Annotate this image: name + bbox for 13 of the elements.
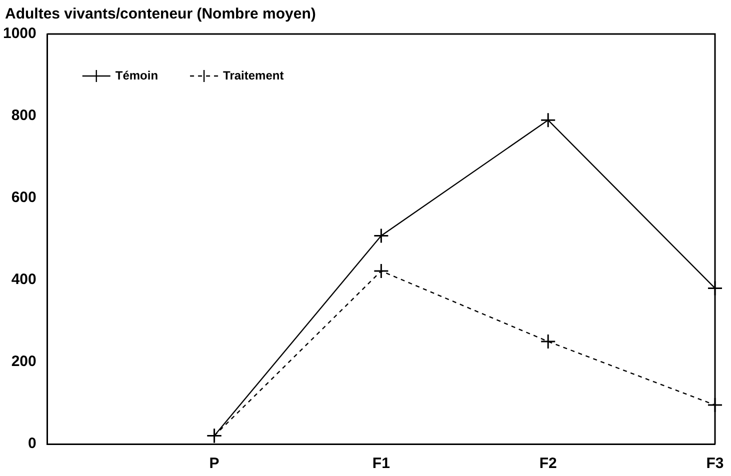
x-tick-label: F3 (706, 455, 724, 472)
y-axis-title: Adultes vivants/conteneur (Nombre moyen) (5, 6, 316, 23)
x-tick-label: P (209, 455, 220, 472)
y-tick-label: 0 (28, 435, 36, 452)
legend-label: Témoin (115, 68, 158, 82)
y-tick-label: 600 (11, 189, 36, 206)
y-tick-label: 800 (11, 107, 36, 124)
x-tick-label: F2 (539, 455, 557, 472)
y-tick-label: 1000 (2, 25, 36, 42)
y-tick-label: 200 (11, 353, 36, 370)
legend-label: Traitement (223, 68, 284, 82)
y-tick-label: 400 (11, 271, 36, 288)
x-tick-label: F1 (372, 455, 390, 472)
